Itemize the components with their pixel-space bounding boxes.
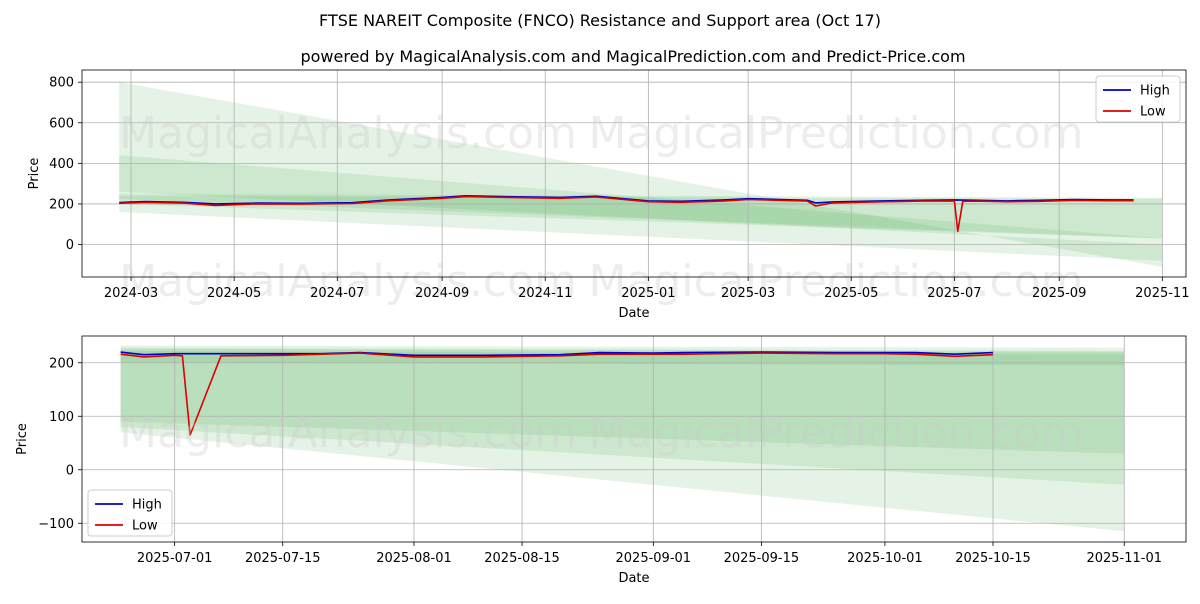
y-tick-label: 400 bbox=[49, 157, 74, 172]
legend-label-high: High bbox=[1140, 84, 1170, 99]
top-plot: MagicalAnalysis.com MagicalPrediction.com… bbox=[27, 69, 1189, 321]
x-tick-label: 2025-09 bbox=[1032, 286, 1086, 301]
y-tick-label: −100 bbox=[38, 517, 74, 532]
x-tick-label: 2025-08-01 bbox=[376, 551, 452, 566]
x-tick-label: 2025-07-01 bbox=[137, 551, 213, 566]
support-resistance-band bbox=[119, 155, 1163, 261]
chart-subtitle: powered by MagicalAnalysis.com and Magic… bbox=[300, 47, 965, 66]
x-tick-label: 2024-07 bbox=[310, 286, 364, 301]
bottom-plot: MagicalAnalysis.com MagicalPrediction.com… bbox=[15, 335, 1187, 586]
x-tick-label: 2025-07-15 bbox=[245, 551, 321, 566]
support-resistance-band bbox=[120, 348, 1125, 454]
watermark-text: MagicalPrediction.com bbox=[589, 108, 1084, 159]
support-resistance-band bbox=[119, 195, 1163, 239]
x-tick-label: 2025-07 bbox=[927, 286, 981, 301]
x-tick-label: 2025-09-15 bbox=[724, 551, 800, 566]
chart-title: FTSE NAREIT Composite (FNCO) Resistance … bbox=[319, 11, 881, 30]
watermark-text: MagicalAnalysis.com bbox=[119, 256, 577, 307]
x-tick-label: 2024-11 bbox=[518, 286, 572, 301]
x-axis-label: Date bbox=[618, 306, 649, 321]
y-tick-label: 200 bbox=[49, 356, 74, 371]
x-tick-label: 2024-05 bbox=[207, 286, 261, 301]
legend-label-high: High bbox=[132, 498, 162, 513]
x-tick-label: 2024-03 bbox=[104, 286, 158, 301]
axes-frame bbox=[81, 335, 1187, 543]
y-tick-label: 800 bbox=[49, 76, 74, 91]
series-line-low bbox=[120, 352, 994, 436]
x-tick-label: 2025-10-01 bbox=[847, 551, 923, 566]
watermark-text: MagicalPrediction.com bbox=[589, 256, 1084, 307]
support-resistance-band bbox=[119, 193, 1163, 239]
y-axis-label: Price bbox=[15, 423, 30, 455]
x-tick-label: 2025-09-01 bbox=[616, 551, 692, 566]
watermark-text: MagicalAnalysis.com bbox=[119, 108, 577, 159]
x-tick-label: 2025-11 bbox=[1135, 286, 1189, 301]
support-resistance-band bbox=[119, 82, 1163, 267]
y-tick-label: 0 bbox=[66, 463, 74, 478]
x-tick-label: 2025-11-01 bbox=[1086, 551, 1162, 566]
y-tick-label: 0 bbox=[66, 238, 74, 253]
y-tick-label: 200 bbox=[49, 197, 74, 212]
x-tick-label: 2025-05 bbox=[824, 286, 878, 301]
y-tick-label: 100 bbox=[49, 410, 74, 425]
watermark-text: MagicalAnalysis.com bbox=[119, 407, 577, 458]
x-tick-label: 2025-08-15 bbox=[484, 551, 560, 566]
series-line-high bbox=[120, 351, 994, 357]
legend: High Low bbox=[1095, 75, 1181, 123]
legend-label-low: Low bbox=[1140, 105, 1166, 120]
y-axis-label: Price bbox=[27, 158, 42, 190]
legend: High Low bbox=[87, 489, 173, 537]
support-resistance-band bbox=[120, 345, 1125, 532]
axes-frame bbox=[81, 69, 1187, 278]
series-line-low bbox=[119, 195, 1134, 233]
legend-label-low: Low bbox=[132, 519, 158, 534]
x-tick-label: 2025-10-15 bbox=[955, 551, 1031, 566]
y-tick-label: 600 bbox=[49, 116, 74, 131]
x-tick-label: 2025-03 bbox=[721, 286, 775, 301]
x-tick-label: 2024-09 bbox=[415, 286, 469, 301]
watermark-text: MagicalPrediction.com bbox=[589, 407, 1084, 458]
x-tick-label: 2025-01 bbox=[621, 286, 675, 301]
x-axis-label: Date bbox=[618, 571, 649, 586]
